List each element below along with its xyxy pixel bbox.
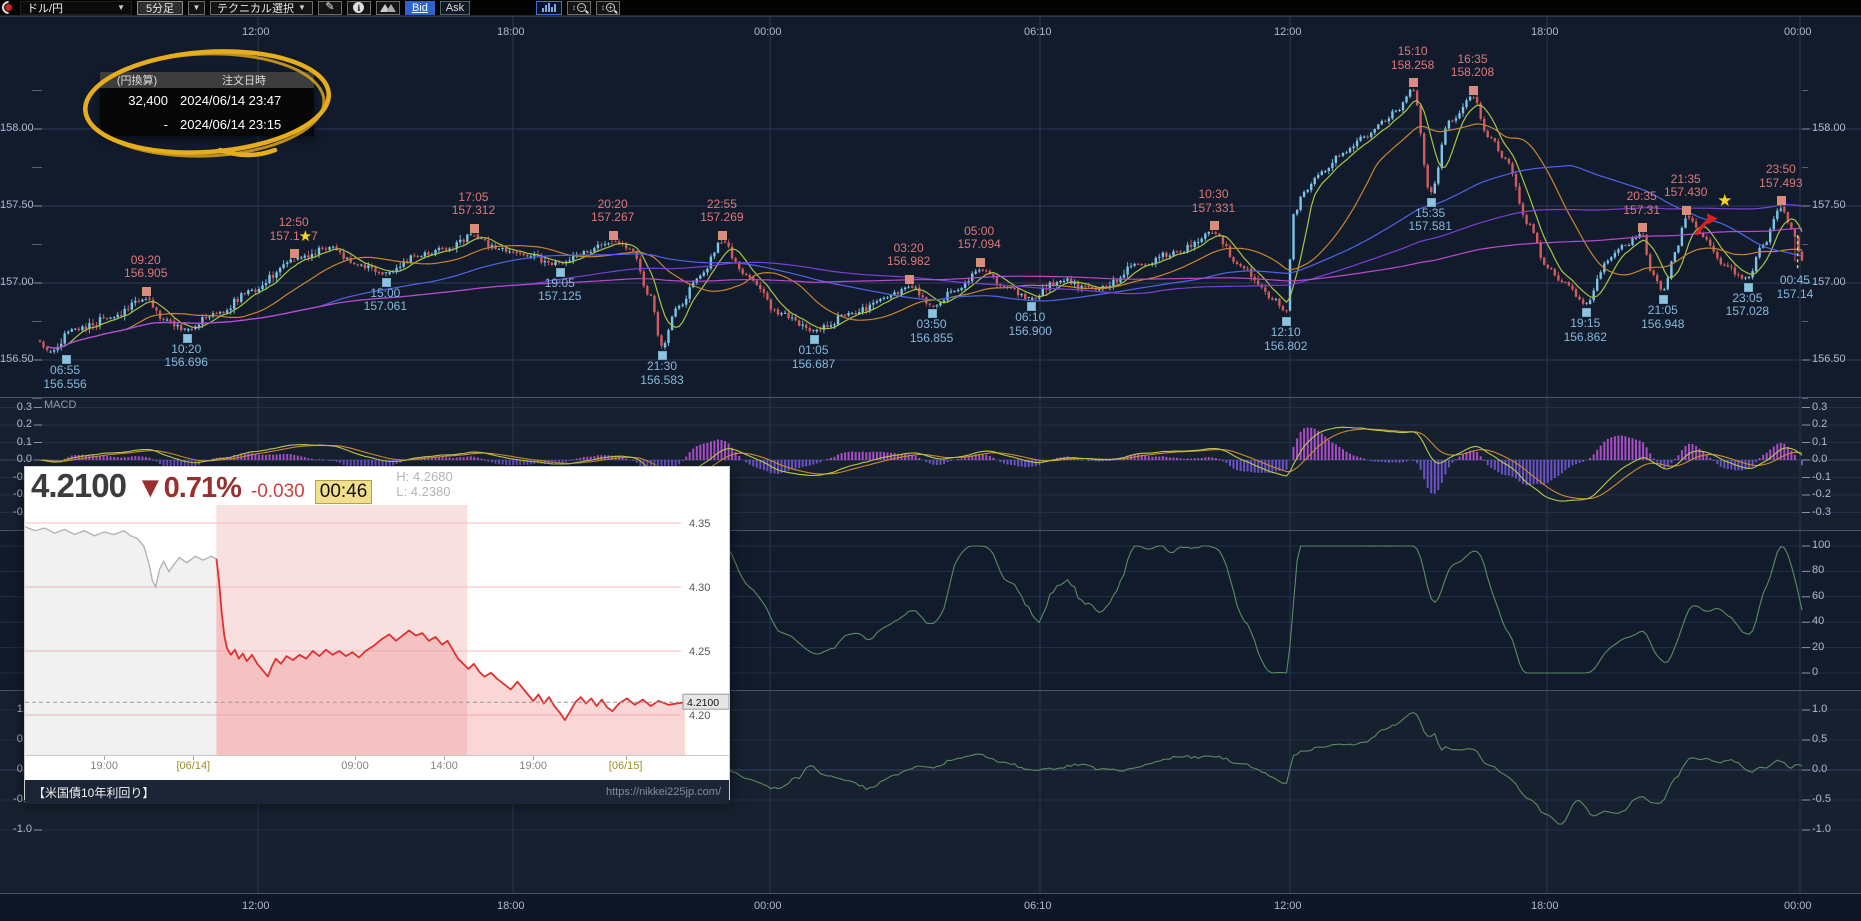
ask-toggle-button[interactable]: Ask <box>439 0 470 15</box>
zoom-in-icon: + <box>605 3 615 12</box>
inset-axis-tick <box>625 756 627 760</box>
zoom-out-icon: − <box>576 3 586 12</box>
bond-yield-header: 4.2100 ▼0.71% -0.030 00:46 H: 4.2680 L: … <box>25 467 729 505</box>
order-datetime-value: 2024/06/14 23:15 <box>174 112 314 136</box>
timeframe-value[interactable]: 5分足 <box>137 0 183 15</box>
bond-yield-inset-overlay: 4.2100 ▼0.71% -0.030 00:46 H: 4.2680 L: … <box>24 466 730 804</box>
bond-yield-caption-strip: 【米国債10年利回り】 https://nikkei225jp.com/ <box>25 780 729 804</box>
svg-text:4.2100: 4.2100 <box>687 697 719 709</box>
inset-axis-tick <box>104 756 106 760</box>
inset-axis-tick <box>533 756 535 760</box>
inset-time-label: [06/15] <box>608 760 643 772</box>
updown-arrows-icon: ↕ <box>600 2 605 12</box>
pencil-icon: ✎ <box>325 1 335 13</box>
info-icon: i <box>353 2 365 13</box>
currency-pair-select[interactable]: ドル/円 ▼ <box>20 0 132 15</box>
order-yen-value: 32,400 <box>100 88 174 112</box>
currency-pair-label: ドル/円 <box>27 2 64 15</box>
technical-select-label: テクニカル選択 <box>217 2 294 15</box>
chevron-down-icon: ▼ <box>298 2 306 12</box>
timeframe-dropdown-button[interactable]: ▼ <box>188 0 205 15</box>
bond-yield-x-axis: 19:00 [06/14] 09:00 14:00 19:00 [06/15] <box>25 755 729 780</box>
svg-text:4.35: 4.35 <box>689 518 710 530</box>
svg-text:4.30: 4.30 <box>689 582 710 594</box>
chart-style-button[interactable] <box>375 0 400 15</box>
table-row: 32,400 2024/06/14 23:47 <box>100 88 314 112</box>
inset-axis-tick <box>193 756 195 760</box>
updown-arrows-icon: ↕ <box>571 2 576 12</box>
volume-display-button[interactable] <box>535 0 562 15</box>
order-datetime-value: 2024/06/14 23:47 <box>174 88 314 112</box>
draw-tool-button[interactable]: ✎ <box>317 0 342 15</box>
inset-time-label: 14:00 <box>430 760 458 772</box>
chevron-down-icon: ▼ <box>117 2 125 12</box>
yield-low: L: 4.2380 <box>396 484 451 499</box>
bid-toggle-button[interactable]: Bid <box>404 0 435 15</box>
order-info-header-datetime: 注文日時 <box>174 72 314 88</box>
waveform-icon <box>541 3 556 12</box>
record-icon <box>0 0 18 17</box>
mountain-icon <box>379 3 396 12</box>
info-button[interactable]: i <box>346 0 371 15</box>
inset-axis-tick <box>355 756 356 760</box>
toolbar: ドル/円 ▼ 5分足 ▼ テクニカル選択 ▼ ✎ i Bid Ask ↕ − ↕… <box>0 0 1861 17</box>
yield-high: H: 4.2680 <box>396 469 453 484</box>
inset-time-label: 19:00 <box>519 760 547 772</box>
yield-change-pct: ▼0.71% <box>135 472 242 504</box>
inset-axis-tick <box>444 756 446 760</box>
chevron-down-icon: ▼ <box>192 2 201 12</box>
order-info-header-yen: (円換算) <box>100 72 174 88</box>
yield-change-abs: -0.030 <box>250 481 305 502</box>
svg-text:4.20: 4.20 <box>689 710 710 722</box>
inset-time-label: 09:00 <box>341 760 369 772</box>
zoom-out-button[interactable]: ↕ − <box>566 0 591 15</box>
inset-time-label: 19:00 <box>90 760 118 772</box>
bond-yield-caption: 【米国債10年利回り】 <box>33 785 155 800</box>
yield-high-low: H: 4.2680 L: 4.2380 <box>396 469 452 499</box>
svg-text:4.25: 4.25 <box>689 646 710 658</box>
bond-yield-chart: 4.35 4.30 4.25 4.204.2100 <box>25 505 729 755</box>
table-row: - 2024/06/14 23:15 <box>100 112 314 136</box>
order-info-table: (円換算) 注文日時 32,400 2024/06/14 23:47 - 202… <box>100 72 314 136</box>
order-yen-value: - <box>100 112 174 136</box>
source-url: https://nikkei225jp.com/ <box>606 786 721 798</box>
yield-time-badge: 00:46 <box>314 480 373 504</box>
zoom-in-button[interactable]: ↕ + <box>595 0 620 15</box>
technical-select-button[interactable]: テクニカル選択 ▼ <box>210 0 313 15</box>
yield-value: 4.2100 <box>31 467 127 504</box>
inset-time-label: [06/14] <box>176 760 211 772</box>
